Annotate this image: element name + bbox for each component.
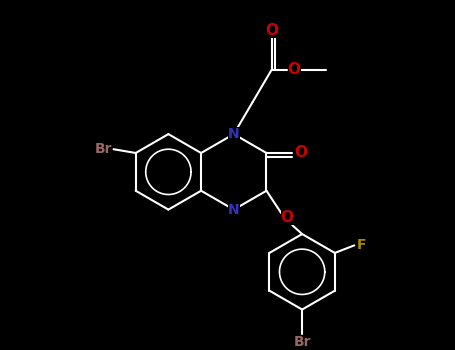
Text: F: F: [357, 238, 366, 252]
Text: O: O: [288, 62, 301, 77]
Text: O: O: [265, 23, 278, 38]
Text: Br: Br: [95, 142, 112, 156]
Text: N: N: [228, 127, 240, 141]
Text: O: O: [294, 146, 307, 161]
Text: N: N: [228, 203, 240, 217]
Text: O: O: [281, 210, 294, 225]
Text: Br: Br: [293, 335, 311, 349]
